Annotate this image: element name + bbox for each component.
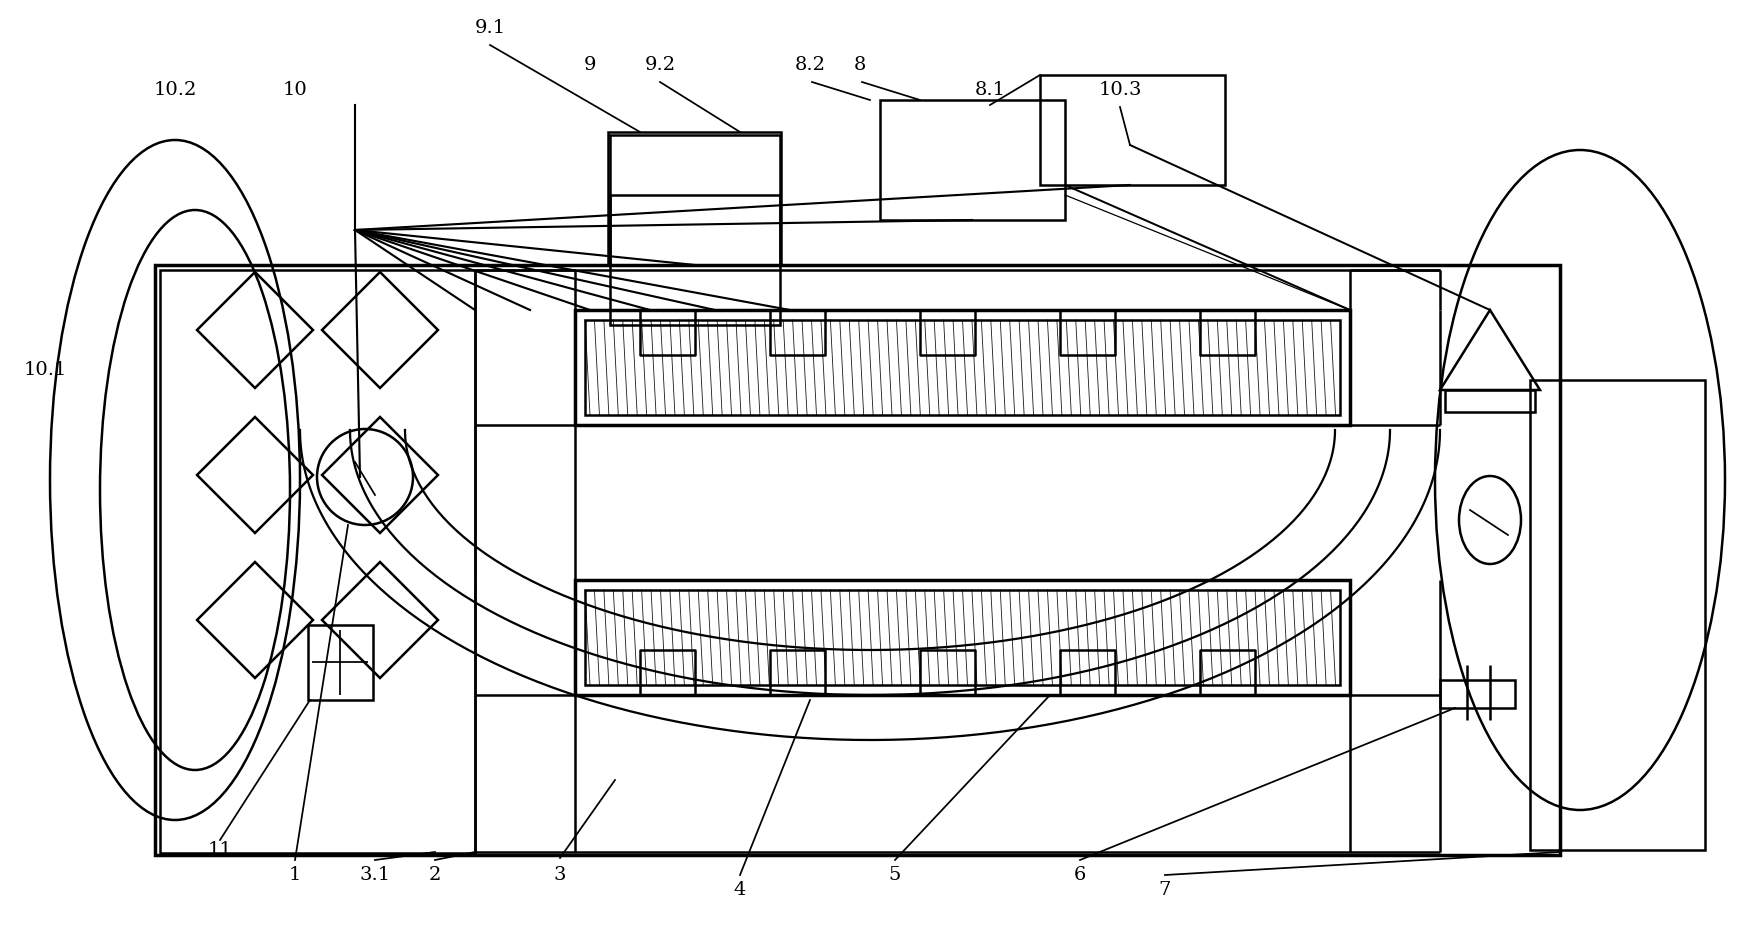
Text: 9.1: 9.1 bbox=[474, 19, 505, 37]
Text: 8: 8 bbox=[853, 56, 865, 74]
Bar bbox=[608, 132, 781, 265]
Bar bbox=[575, 580, 1349, 695]
Text: 9: 9 bbox=[584, 56, 596, 74]
Text: 6: 6 bbox=[1073, 866, 1086, 884]
Text: 8.2: 8.2 bbox=[794, 56, 825, 74]
Bar bbox=[575, 310, 1349, 425]
Bar bbox=[1530, 380, 1704, 850]
Bar bbox=[1040, 75, 1224, 185]
Bar bbox=[879, 100, 1065, 220]
Bar bbox=[610, 135, 780, 265]
Text: 11: 11 bbox=[208, 841, 232, 859]
Text: 1: 1 bbox=[288, 866, 301, 884]
Bar bbox=[156, 265, 1559, 855]
Text: 9.2: 9.2 bbox=[643, 56, 675, 74]
Bar bbox=[1444, 390, 1535, 412]
Text: 10: 10 bbox=[283, 81, 308, 99]
Text: 10.2: 10.2 bbox=[154, 81, 196, 99]
Bar bbox=[610, 195, 780, 325]
Bar bbox=[1439, 680, 1514, 708]
Text: 4: 4 bbox=[734, 881, 746, 899]
Text: 3: 3 bbox=[554, 866, 566, 884]
Bar bbox=[159, 270, 475, 853]
Text: 10.3: 10.3 bbox=[1098, 81, 1141, 99]
Text: 7: 7 bbox=[1159, 881, 1171, 899]
Text: 2: 2 bbox=[428, 866, 440, 884]
Text: 5: 5 bbox=[888, 866, 900, 884]
Bar bbox=[584, 320, 1339, 415]
Text: 3.1: 3.1 bbox=[360, 866, 390, 884]
Text: 8.1: 8.1 bbox=[974, 81, 1005, 99]
Text: 10.1: 10.1 bbox=[23, 361, 66, 379]
Bar bbox=[584, 590, 1339, 685]
Bar bbox=[308, 625, 372, 700]
